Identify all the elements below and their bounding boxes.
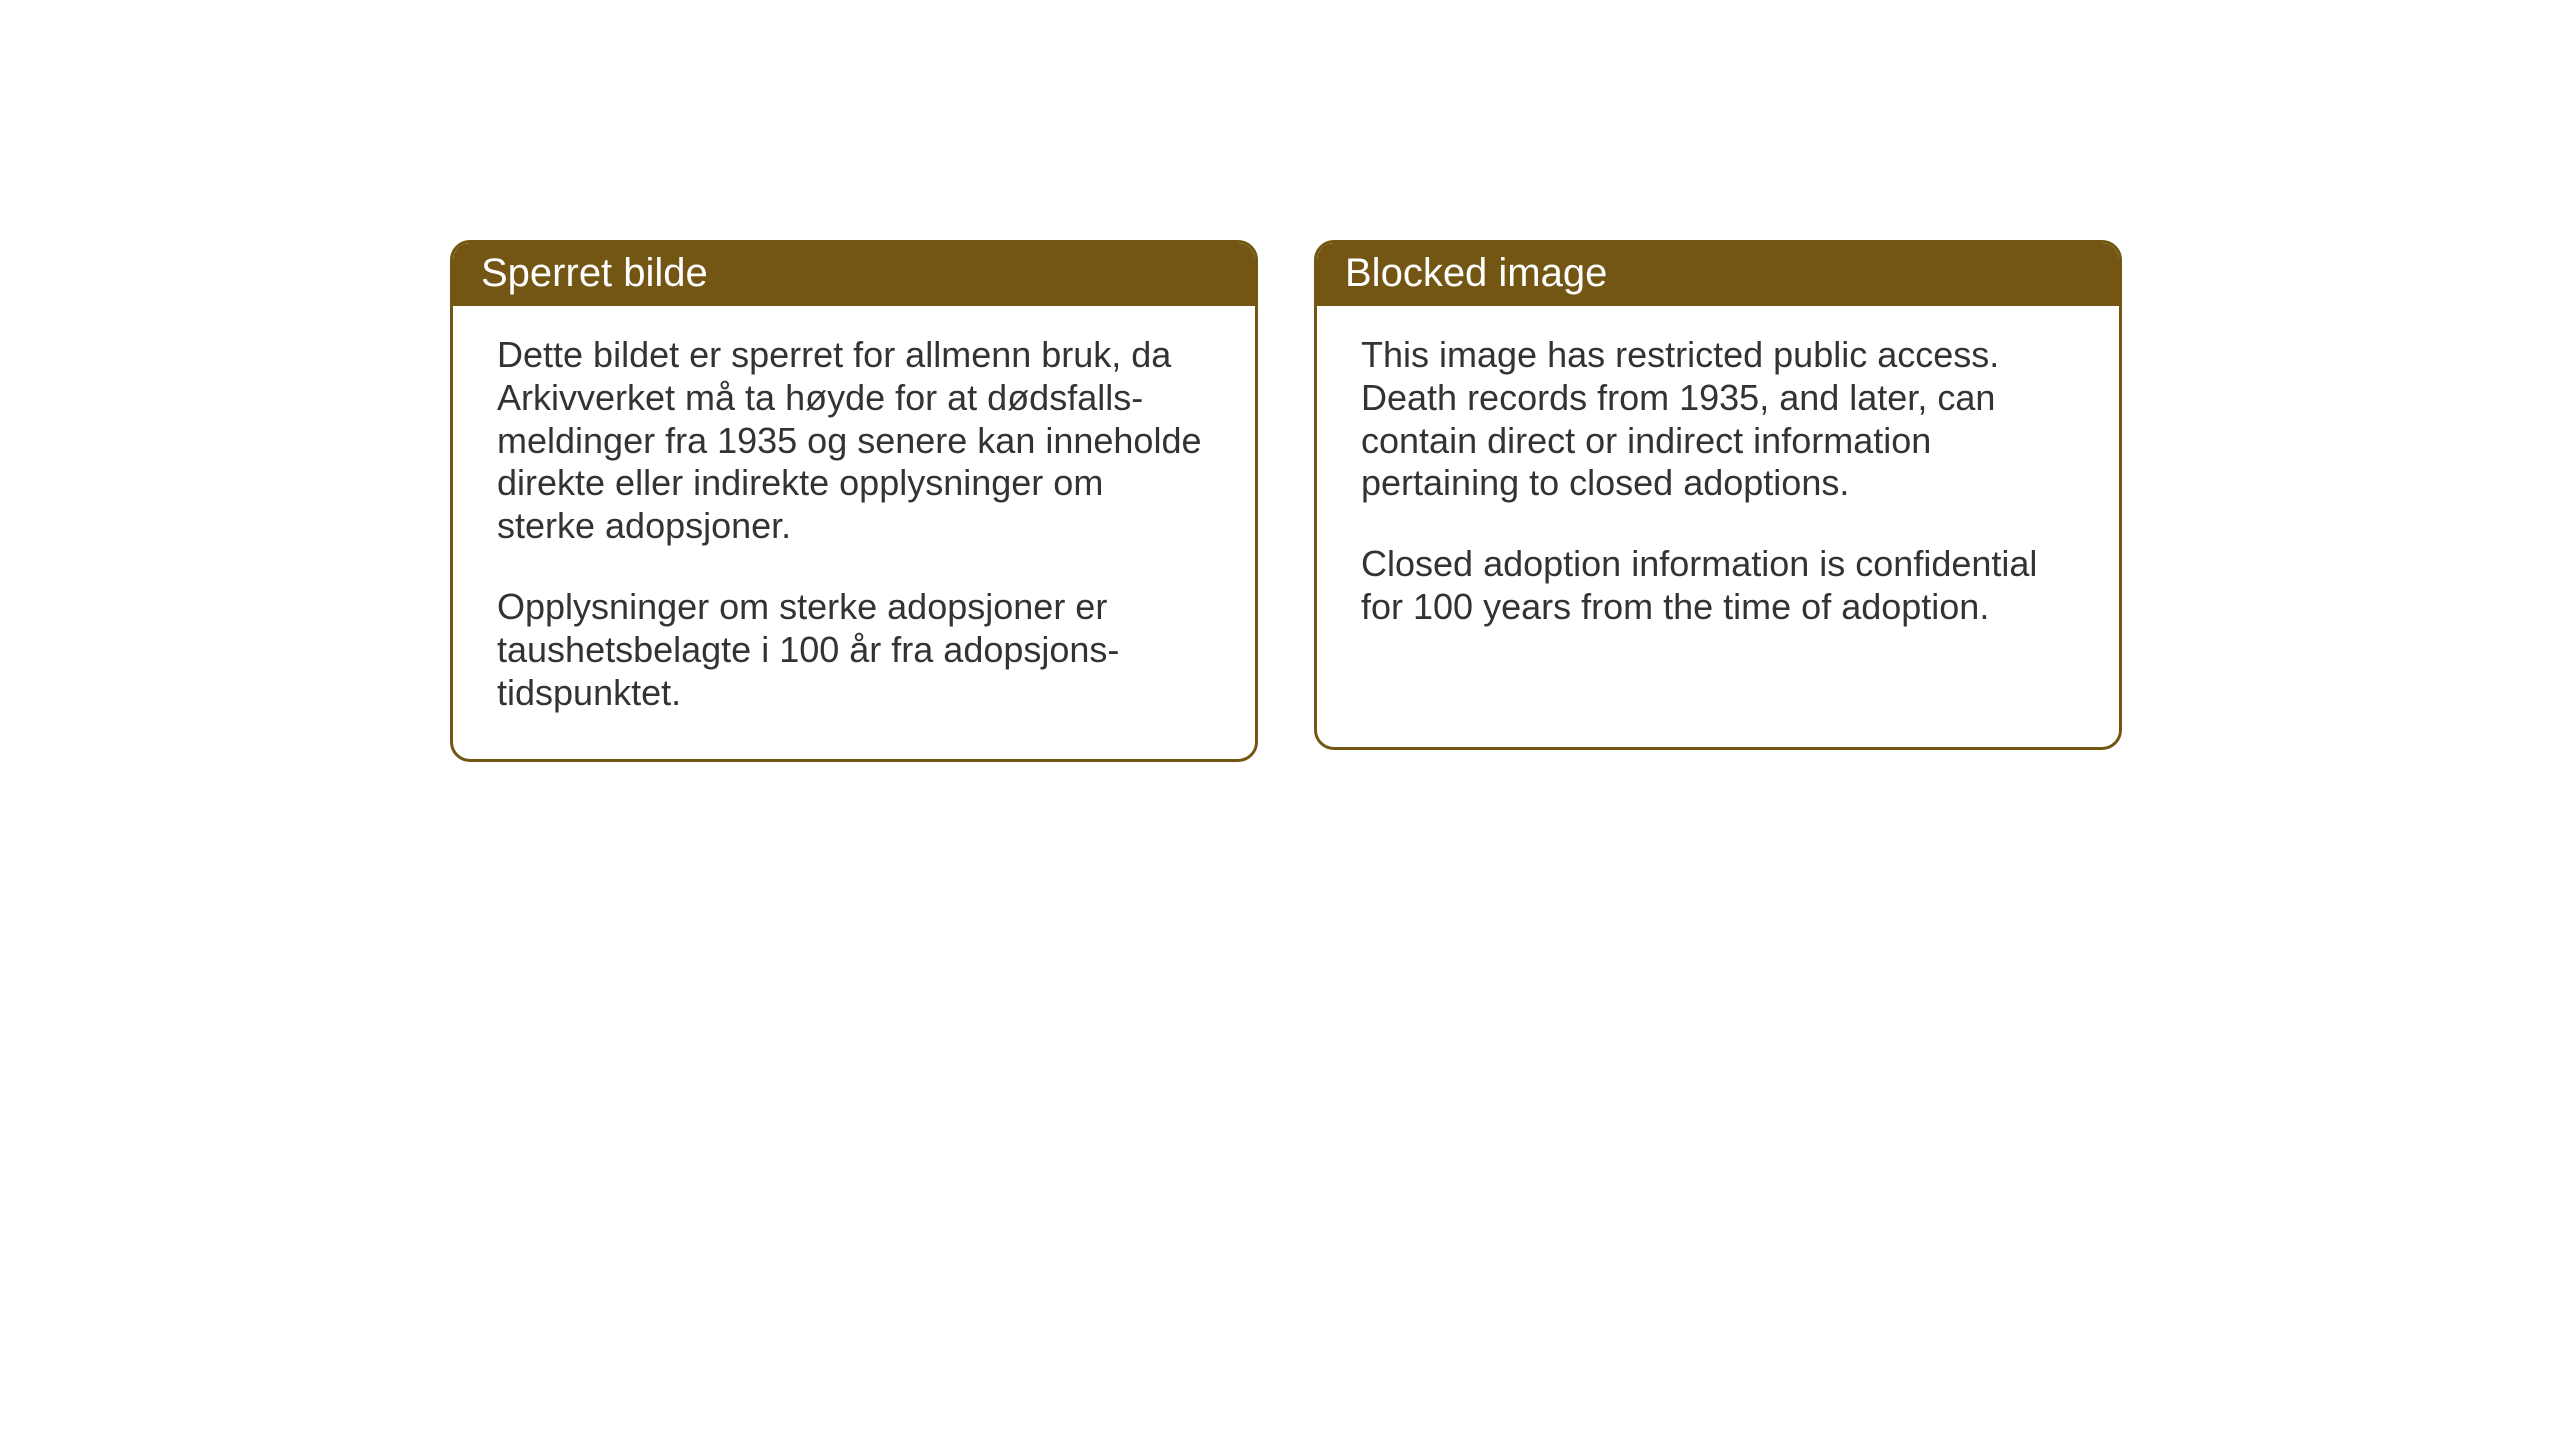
notice-paragraph: Opplysninger om sterke adopsjoner er tau… [497,586,1211,714]
notice-paragraph: This image has restricted public access.… [1361,334,2075,505]
notice-header-norwegian: Sperret bilde [453,243,1255,306]
notice-body-norwegian: Dette bildet er sperret for allmenn bruk… [453,306,1255,759]
notice-paragraph: Closed adoption information is confident… [1361,543,2075,629]
notice-header-english: Blocked image [1317,243,2119,306]
notice-container: Sperret bilde Dette bildet er sperret fo… [450,240,2122,762]
notice-box-norwegian: Sperret bilde Dette bildet er sperret fo… [450,240,1258,762]
notice-body-english: This image has restricted public access.… [1317,306,2119,673]
notice-box-english: Blocked image This image has restricted … [1314,240,2122,750]
notice-paragraph: Dette bildet er sperret for allmenn bruk… [497,334,1211,548]
